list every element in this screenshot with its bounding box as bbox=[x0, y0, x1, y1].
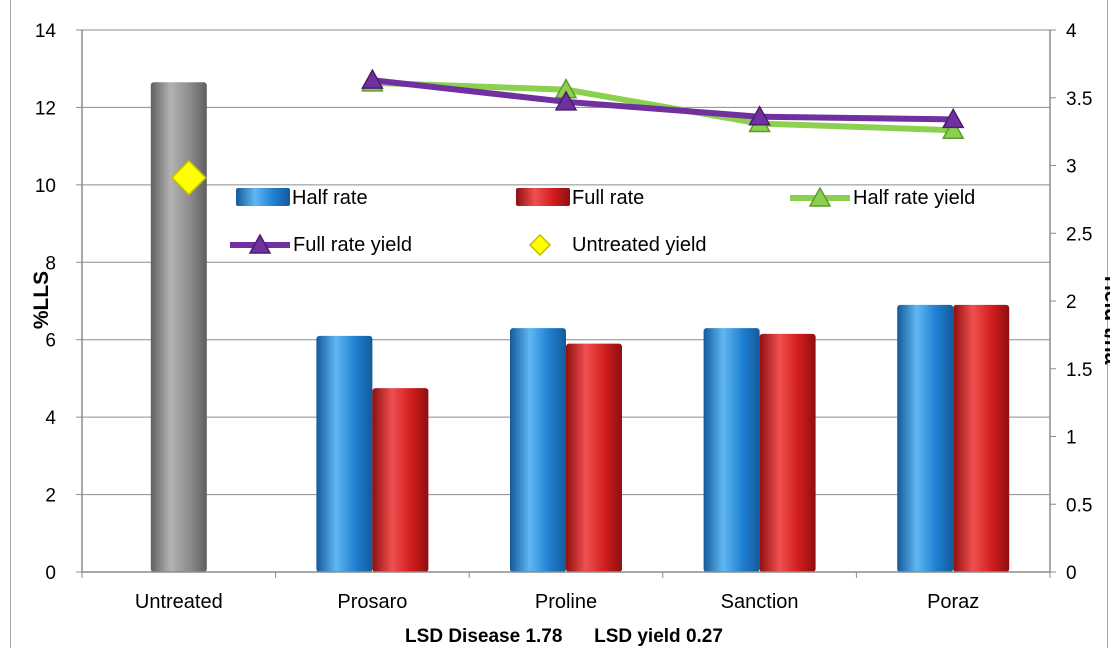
y-tick-label: 2 bbox=[45, 486, 56, 507]
marker-full-rate-yield bbox=[941, 107, 965, 129]
chart-frame bbox=[10, 0, 1108, 648]
legend-label: Untreated yield bbox=[572, 234, 707, 256]
right-axis-ticks: 0 0.5 1 1.5 2 2.5 3 3.5 4 bbox=[1050, 21, 1092, 584]
legend-item: Half rate bbox=[236, 187, 368, 209]
y-tick-label: 4 bbox=[45, 408, 56, 429]
yield-lines bbox=[170, 68, 965, 196]
legend-item: Full rate bbox=[516, 187, 644, 209]
y2-tick-label: 1.5 bbox=[1066, 360, 1092, 381]
y2-tick-label: 0 bbox=[1066, 563, 1077, 584]
marker-full-rate-yield bbox=[554, 90, 578, 111]
bar-full-rate bbox=[953, 304, 1010, 572]
marker-full-rate-yield bbox=[361, 68, 384, 89]
legend-item: Half rate yield bbox=[790, 186, 975, 209]
marker-half-rate-yield bbox=[941, 118, 965, 140]
legend-swatch bbox=[236, 188, 290, 206]
bar-full-rate bbox=[759, 333, 816, 572]
bar-full-rate bbox=[372, 388, 429, 572]
y2-tick-label: 3 bbox=[1066, 157, 1077, 178]
legend-label: Full rate bbox=[572, 187, 644, 209]
legend-swatch bbox=[516, 188, 570, 206]
category-label: Prosaro bbox=[337, 591, 407, 613]
legend-marker bbox=[808, 186, 832, 207]
y2-tick-label: 1 bbox=[1066, 428, 1077, 449]
y-tick-label: 14 bbox=[35, 21, 57, 42]
legend-label: Full rate yield bbox=[293, 234, 412, 256]
bars bbox=[150, 82, 1010, 572]
category-labels: Untreated Prosaro Proline Sanction Poraz bbox=[135, 591, 979, 613]
category-label: Untreated bbox=[135, 591, 223, 613]
y-tick-label: 10 bbox=[35, 176, 56, 197]
category-label: Proline bbox=[535, 591, 597, 613]
category-label: Poraz bbox=[927, 591, 979, 613]
legend: Half rate Full rate Half rate yield Full ra… bbox=[230, 186, 975, 257]
line-full-rate-yield bbox=[372, 77, 954, 123]
y2-axis-label: Yield t/ha bbox=[1100, 272, 1110, 365]
bar-half-rate bbox=[510, 328, 566, 572]
legend-label: Half rate yield bbox=[853, 187, 975, 209]
bar-untreated bbox=[150, 82, 207, 572]
legend-marker bbox=[248, 233, 272, 254]
legend-marker bbox=[528, 233, 552, 257]
legend-item: Untreated yield bbox=[528, 233, 707, 257]
y-axis-label: %LLS bbox=[30, 271, 53, 329]
marker-untreated-yield bbox=[170, 159, 207, 196]
legend-item: Full rate yield bbox=[230, 233, 412, 256]
y-tick-label: 6 bbox=[45, 331, 56, 352]
y-tick-label: 8 bbox=[45, 253, 56, 274]
bar-half-rate bbox=[897, 304, 954, 572]
y-tick-label: 12 bbox=[35, 98, 56, 119]
bar-full-rate bbox=[566, 343, 622, 572]
marker-full-rate-yield bbox=[748, 105, 771, 126]
y2-tick-label: 3.5 bbox=[1066, 89, 1092, 110]
lsd-footnote: LSD Disease 1.78 LSD yield 0.27 bbox=[405, 626, 723, 647]
y2-tick-label: 0.5 bbox=[1066, 495, 1092, 516]
left-axis-ticks: 0 2 4 6 8 10 12 14 bbox=[35, 21, 82, 584]
bar-half-rate bbox=[703, 328, 760, 572]
y2-tick-label: 2 bbox=[1066, 292, 1077, 313]
y2-tick-label: 4 bbox=[1066, 21, 1077, 42]
legend-label: Half rate bbox=[292, 187, 368, 209]
bar-half-rate bbox=[316, 335, 373, 572]
y-tick-label: 0 bbox=[45, 563, 56, 584]
y2-tick-label: 2.5 bbox=[1066, 224, 1092, 245]
category-label: Sanction bbox=[721, 591, 799, 613]
